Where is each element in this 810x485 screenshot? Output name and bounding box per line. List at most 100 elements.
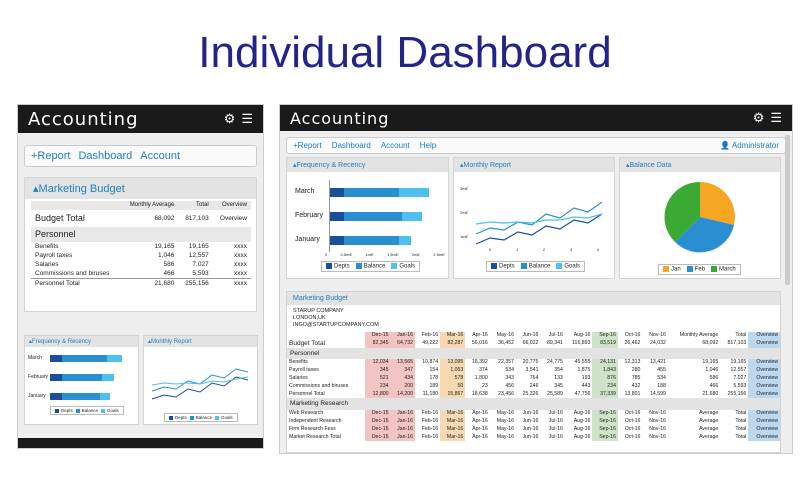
section-label: Marketing Research	[287, 398, 780, 411]
desktop-nav: +Report Dashboard Account Help 👤 Adminis…	[286, 137, 786, 154]
table-cell: Aug-16	[573, 417, 591, 424]
table-cell: 18,638	[471, 390, 488, 397]
table-cell[interactable]: Overview	[748, 433, 780, 442]
table-cell[interactable]: Overview	[748, 425, 780, 434]
nav-account[interactable]: Account	[380, 141, 410, 150]
bar	[344, 212, 402, 221]
table-cell: 13,565	[390, 359, 415, 368]
row-overview[interactable]: xxxx	[234, 252, 247, 259]
row-overview[interactable]: xxxx	[234, 243, 247, 250]
table-cell[interactable]: Overview	[748, 410, 780, 418]
table-cell: 12,313	[624, 359, 641, 366]
menu-icon[interactable]: ☰	[241, 111, 253, 126]
table-cell[interactable]: Overview	[748, 382, 780, 391]
nav-report[interactable]: +Report	[293, 141, 322, 150]
mobile-budget-header[interactable]: ▴Marketing Budget	[25, 178, 256, 199]
bar	[100, 393, 110, 400]
table-cell: 189	[429, 382, 439, 389]
bar	[344, 236, 399, 245]
table-cell: 23	[481, 382, 488, 389]
user-icon: 👤	[720, 141, 731, 150]
table-cell: 534	[505, 367, 514, 374]
freq-title: Frequency & Recency	[296, 162, 366, 169]
desktop-app-title: Accounting	[290, 108, 390, 128]
row-overview[interactable]: xxxx	[234, 280, 247, 287]
table-cell[interactable]: Overview	[748, 367, 780, 375]
mobile-freq-title: Frequency & Recency	[32, 339, 92, 345]
user-menu[interactable]: 👤 Administrator	[720, 141, 779, 150]
series-line	[151, 376, 249, 386]
gear-icon[interactable]: ⚙	[223, 111, 236, 126]
table-cell: Oct-16	[624, 433, 641, 440]
table-cell[interactable]: Overview	[748, 417, 780, 426]
nav-report[interactable]: +Report	[31, 150, 71, 162]
table-cell: May-16	[496, 410, 514, 417]
column-header: May-16	[496, 332, 514, 338]
nav-dashboard[interactable]: Dashboard	[331, 141, 371, 150]
table-cell: 7,027	[733, 374, 747, 381]
row-total: 5,593	[192, 270, 209, 277]
table-cell: Average	[699, 417, 719, 424]
section-row: Marketing Research	[287, 398, 780, 411]
column-header: Dec-15	[365, 332, 391, 340]
nav-help[interactable]: Help	[419, 141, 437, 150]
table-cell: 246	[529, 382, 539, 389]
nav-account[interactable]: Account	[140, 150, 181, 162]
table-cell: Jul-16	[548, 417, 563, 424]
table-cell: 15,867	[440, 390, 466, 399]
desktop-budget-title[interactable]: Marketing Budget	[287, 292, 780, 305]
table-cell: Mar-16	[440, 417, 466, 426]
table-cell: Jun-16	[522, 425, 539, 432]
column-header: Jul-16	[548, 332, 563, 338]
table-cell: 354	[554, 367, 563, 374]
column-header: Apr-16	[472, 332, 488, 338]
mobile-monthly-title: Monthly Report	[151, 339, 192, 345]
chart-legend: Depts Balance Goals	[321, 261, 421, 272]
column-header: Aug-16	[573, 332, 591, 338]
row-avg: 19,165	[154, 243, 175, 250]
table-cell[interactable]: Overview	[748, 374, 780, 383]
table-cell: 188	[657, 382, 666, 389]
table-row: Market Research Total Dec-15 Jan-16 Feb-16 M…	[287, 433, 780, 442]
table-cell: 1,800	[474, 374, 488, 381]
nav-dashboard[interactable]: Dashboard	[78, 150, 133, 162]
table-cell[interactable]: Overview	[748, 339, 780, 348]
table-row: Personnel Total 12,800 14,200 11,180 15,867 1…	[287, 390, 780, 399]
table-cell: 374	[479, 367, 488, 374]
table-cell: Dec-15	[365, 410, 391, 418]
table-cell: 12,800	[365, 390, 391, 399]
table-cell: Jan-16	[390, 417, 415, 426]
table-cell: 22,357	[498, 359, 514, 366]
column-header: Feb-16	[421, 332, 439, 338]
mobile-footer-bar	[18, 438, 263, 448]
row-overview[interactable]: xxxx	[234, 270, 247, 277]
table-cell[interactable]: Overview	[748, 390, 780, 399]
section-row: Personnel	[287, 347, 780, 360]
table-cell: 116,893	[572, 339, 591, 346]
x-ticks: 0 0.5mE 1mE 1.5mE 2mE 2.5mE	[325, 252, 445, 257]
table-cell: 56,016	[471, 339, 488, 346]
table-cell: 234	[592, 382, 618, 391]
table-cell: 785	[631, 374, 641, 381]
chart-legend: Depts Balance Goals	[486, 261, 586, 272]
pie-slice-jan	[700, 182, 735, 225]
chart-legend: Depts Balance Goals	[50, 406, 124, 415]
table-cell: 16,392	[471, 359, 488, 366]
table-cell: Feb-16	[421, 417, 439, 424]
table-cell: Dec-15	[365, 433, 391, 442]
chart-legend: Jan Feb March	[658, 264, 741, 275]
table-cell: Average	[699, 410, 719, 417]
table-cell: 345	[365, 367, 391, 375]
table-cell[interactable]: Overview	[748, 359, 780, 368]
gear-icon[interactable]: ⚙	[752, 110, 765, 125]
row-overview[interactable]: xxxx	[234, 261, 247, 268]
bar	[62, 355, 107, 362]
bar	[50, 374, 62, 381]
menu-icon[interactable]: ☰	[770, 110, 782, 125]
table-cell: 19,165	[702, 359, 719, 366]
table-cell: Total	[735, 410, 747, 417]
scrollbar[interactable]	[785, 135, 790, 285]
pie-slice-march	[664, 181, 700, 242]
column-header: Nov-16	[649, 332, 666, 338]
